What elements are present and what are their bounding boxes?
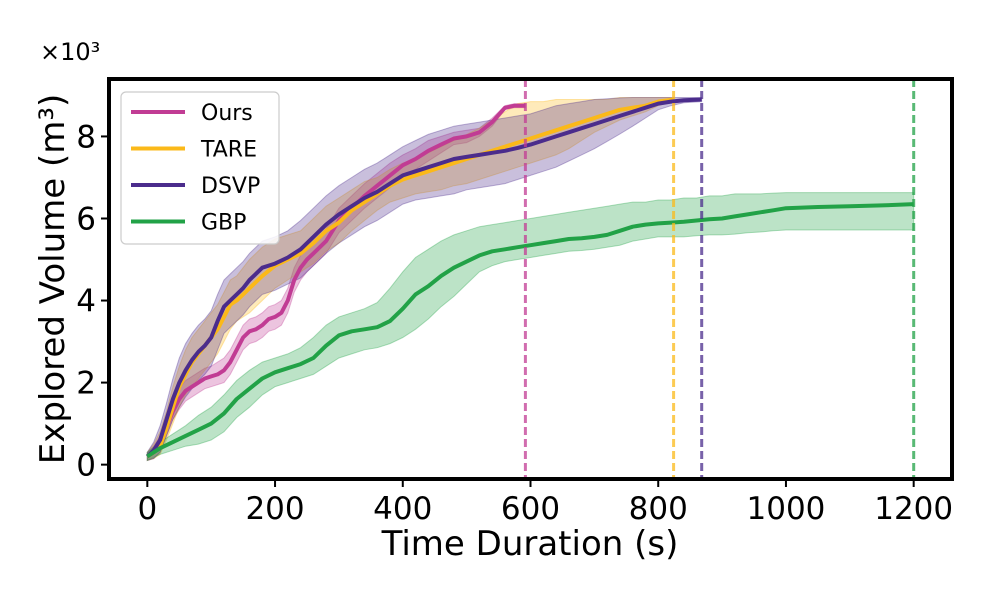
legend: Ours TARE DSVP GBP [120, 91, 280, 245]
line-ours [146, 103, 526, 459]
x-tick-label: 1000 [747, 491, 826, 527]
line-gbp [146, 202, 914, 459]
x-tick-label: 200 [245, 491, 304, 527]
legend-box [120, 91, 280, 245]
y-axis-multiplier: ×10³ [40, 38, 100, 66]
x-axis-ticks: 0 200 400 600 800 1000 1200 [137, 479, 953, 527]
line-dsvp [145, 97, 702, 458]
end-time-markers [523, 79, 916, 479]
y-tick-label: 8 [76, 119, 96, 155]
legend-label-tare: TARE [200, 138, 257, 163]
x-tick-label: 400 [373, 491, 432, 527]
y-tick-label: 4 [76, 284, 96, 320]
y-tick-label: 0 [76, 448, 96, 484]
y-tick-label: 2 [76, 366, 96, 402]
x-axis-label: Time Duration (s) [381, 524, 679, 564]
x-tick-label: 1200 [874, 491, 953, 527]
legend-label-gbp: GBP [201, 211, 246, 236]
x-tick-label: 600 [501, 491, 560, 527]
y-axis-ticks: 0 2 4 6 8 [76, 119, 109, 484]
legend-label-ours: Ours [201, 101, 253, 126]
series-lines [145, 97, 914, 459]
x-tick-label: 800 [629, 491, 688, 527]
legend-label-dsvp: DSVP [201, 174, 260, 199]
y-tick-label: 6 [76, 201, 96, 237]
y-axis-label: Explored Volume (m³) [33, 94, 73, 465]
x-tick-label: 0 [137, 491, 157, 527]
